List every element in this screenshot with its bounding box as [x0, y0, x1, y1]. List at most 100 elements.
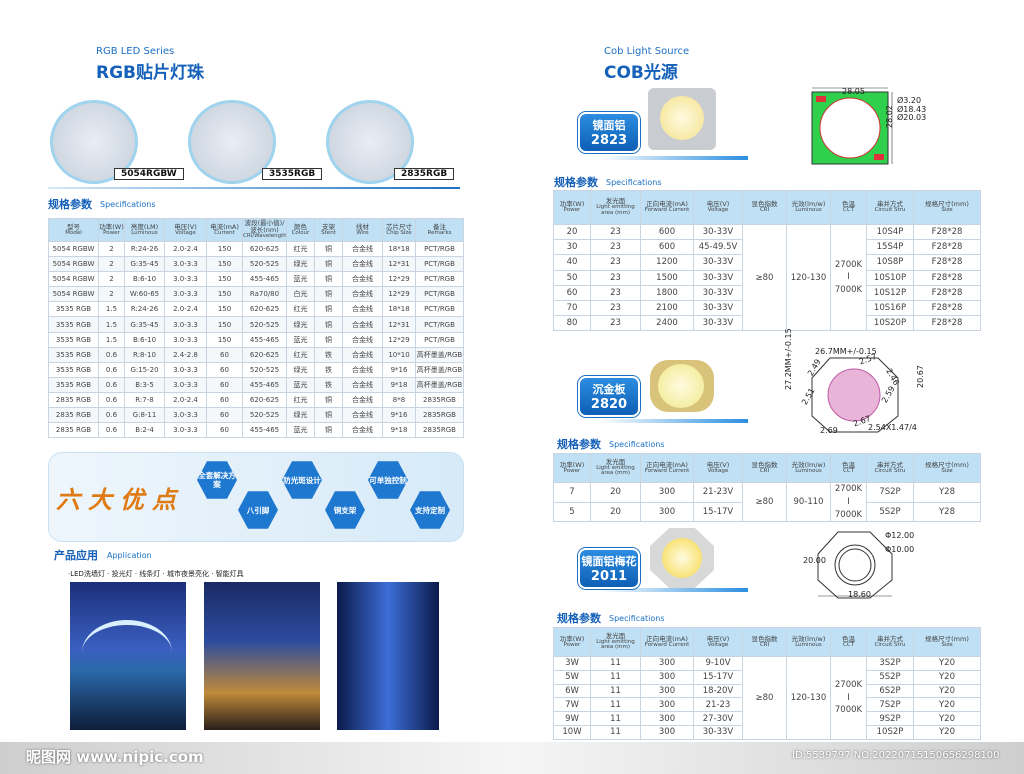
table-cell: 绿光 [286, 407, 315, 424]
product-label: 5054RGBW [114, 168, 184, 180]
table-cell: 合金线 [342, 256, 383, 273]
table-cell: 80 [553, 315, 591, 332]
table-cell: PCT/RGB [415, 301, 464, 318]
table-cell: 3W [553, 656, 591, 671]
table-cell: 2835 RGB [48, 407, 99, 424]
table-cell: F28*28 [913, 269, 981, 286]
table-cell: 5054 RGBW [48, 240, 99, 258]
table-cell: 300 [640, 711, 694, 726]
table-row: 80 23 2400 30-33V 10S20P F28*28 [553, 315, 981, 332]
badge-title: 镜面铝 [592, 119, 626, 132]
table-row: 5054 RGBW 2 W:60-65 3.0-3.3 150 Ra70/80 白光铜合金线… [48, 286, 464, 303]
header-en: Size [941, 467, 953, 474]
table-cell: 9*16 [382, 361, 416, 378]
table-cell: 蓝光 [286, 376, 315, 393]
header-en: Power [563, 467, 581, 474]
badge-title: 镜面铝梅花 [581, 555, 637, 568]
header-en: Power [563, 207, 581, 214]
cct-line: I [847, 496, 850, 507]
table-cell: 合金线 [342, 316, 383, 333]
table-row: 2835 RGB 0.6 R:7-8 2.0-2.4 60 620-625 红光铜合金线 8*… [48, 391, 464, 409]
table-cell: 15-17V [693, 669, 743, 685]
dimension-label: 27.2MM+/-0.15 [784, 328, 793, 390]
table-cell: 10S16P [866, 299, 914, 317]
header-en: Model [65, 229, 82, 236]
table-cell: PCT/RGB [415, 316, 464, 333]
table-cell: 铜 [314, 271, 343, 288]
header-cn: 电压(V) [706, 460, 730, 469]
header-cn: 电压(V) [174, 222, 197, 231]
table-cell: 10S8P [866, 254, 914, 271]
header-en: Power [563, 641, 581, 648]
header-cn: 芯片尺寸 [386, 222, 412, 231]
header-cell: 电流(mA) Current [206, 218, 243, 242]
divider [48, 187, 460, 189]
table-cell: 蓝光 [286, 331, 315, 348]
header-cell: 支架 Stent [314, 218, 343, 242]
table-cell: G:15-20 [124, 361, 165, 378]
table-cell: 9S2P [866, 711, 914, 726]
header-cell: 串并方式 Circuit Stru [866, 627, 914, 657]
emitter-outline [834, 544, 876, 586]
table-cell: 0.6 [98, 361, 125, 378]
table-cell: PCT/RGB [415, 331, 464, 348]
table-cell: 27-30V [693, 711, 743, 726]
table-cell: 30-33V [693, 284, 743, 301]
table-cell: 合金线 [342, 361, 383, 378]
table-cell: 520-525 [242, 256, 287, 273]
table-row: 9W 11 300 27-30V 9S2P Y20 [553, 711, 981, 726]
table-cell: 5S2P [866, 669, 914, 685]
table-cell: 150 [206, 331, 243, 348]
header-cn: 正向电流(mA) [646, 460, 688, 469]
table-cell: 7S2P [866, 697, 914, 713]
badge: 镜面铝 2823 [578, 112, 640, 153]
watermark-site: 昵图网 www.nipic.com [26, 748, 204, 766]
table-cell: 3535 RGB [48, 376, 99, 393]
table-cell: 15-17V [693, 501, 743, 523]
table-cell: F28*28 [913, 223, 981, 241]
dimension-label: Φ12.00 [885, 531, 915, 540]
table-row: 10W 11 300 30-33V 10S2P Y20 [553, 724, 981, 740]
table-row: 70 23 2100 30-33V 10S16P F28*28 [553, 299, 981, 317]
header-cn: 正向电流(mA) [646, 200, 688, 209]
badge-model: 2820 [590, 397, 628, 412]
divider [600, 156, 748, 160]
header-en: CRI/Wavelength [243, 232, 287, 239]
header-cn: 发光面 [605, 197, 626, 206]
header-cell: 功率(W) Power [553, 453, 591, 483]
header-cn: 亮度(LM) [130, 222, 159, 231]
table-cell: G:8-11 [124, 407, 165, 424]
header-en: Light emitting area (mm) [596, 638, 635, 651]
table-cell: 9*16 [382, 407, 416, 424]
table-cell: 3535 RGB [48, 301, 99, 318]
table-cell: PCT/RGB [415, 240, 464, 258]
table-cell: PCT/RGB [415, 271, 464, 288]
watermark-id: ID:5539797 NO:20220715150656298100 [792, 750, 1000, 761]
spec-table: 功率(W) Power 发光面 Light emitting area (mm) 正向电… [553, 453, 981, 523]
table-cell: 11 [590, 724, 641, 740]
table-cell: 白光 [286, 286, 315, 303]
dimension-drawing [811, 87, 893, 165]
table-cell: 10S4P [866, 223, 914, 241]
header-cell: 串并方式 Circuit Stru [866, 190, 914, 225]
table-cell: 300 [640, 656, 694, 671]
table-cell: 9-10V [693, 656, 743, 671]
table-cell: 60 [206, 346, 243, 363]
header-en: Remarks [427, 229, 452, 236]
header-en: Voltage [707, 467, 729, 474]
merged-cell: 2700K I 7000K [830, 481, 867, 523]
table-cell: 300 [640, 683, 694, 699]
header-cell: 发光面 Light emitting area (mm) [590, 627, 641, 657]
header-cell: 规格尺寸(mm) Size [913, 453, 981, 483]
board-outline [817, 531, 893, 599]
table-row: 40 23 1200 30-33V 10S8P F28*28 [553, 254, 981, 271]
table-cell: 18*18 [382, 240, 416, 258]
pad [816, 96, 826, 102]
header-cell: 线材 Wire [342, 218, 383, 242]
header-cn: 光效(lm/w) [791, 200, 826, 209]
table-cell: 2.4-2.8 [164, 346, 207, 363]
table-cell: 3.0-3.3 [164, 361, 207, 378]
header-cell: 规格尺寸(mm) Size [913, 627, 981, 657]
table-cell: 70 [553, 299, 591, 317]
table-cell: R:24-26 [124, 240, 165, 258]
